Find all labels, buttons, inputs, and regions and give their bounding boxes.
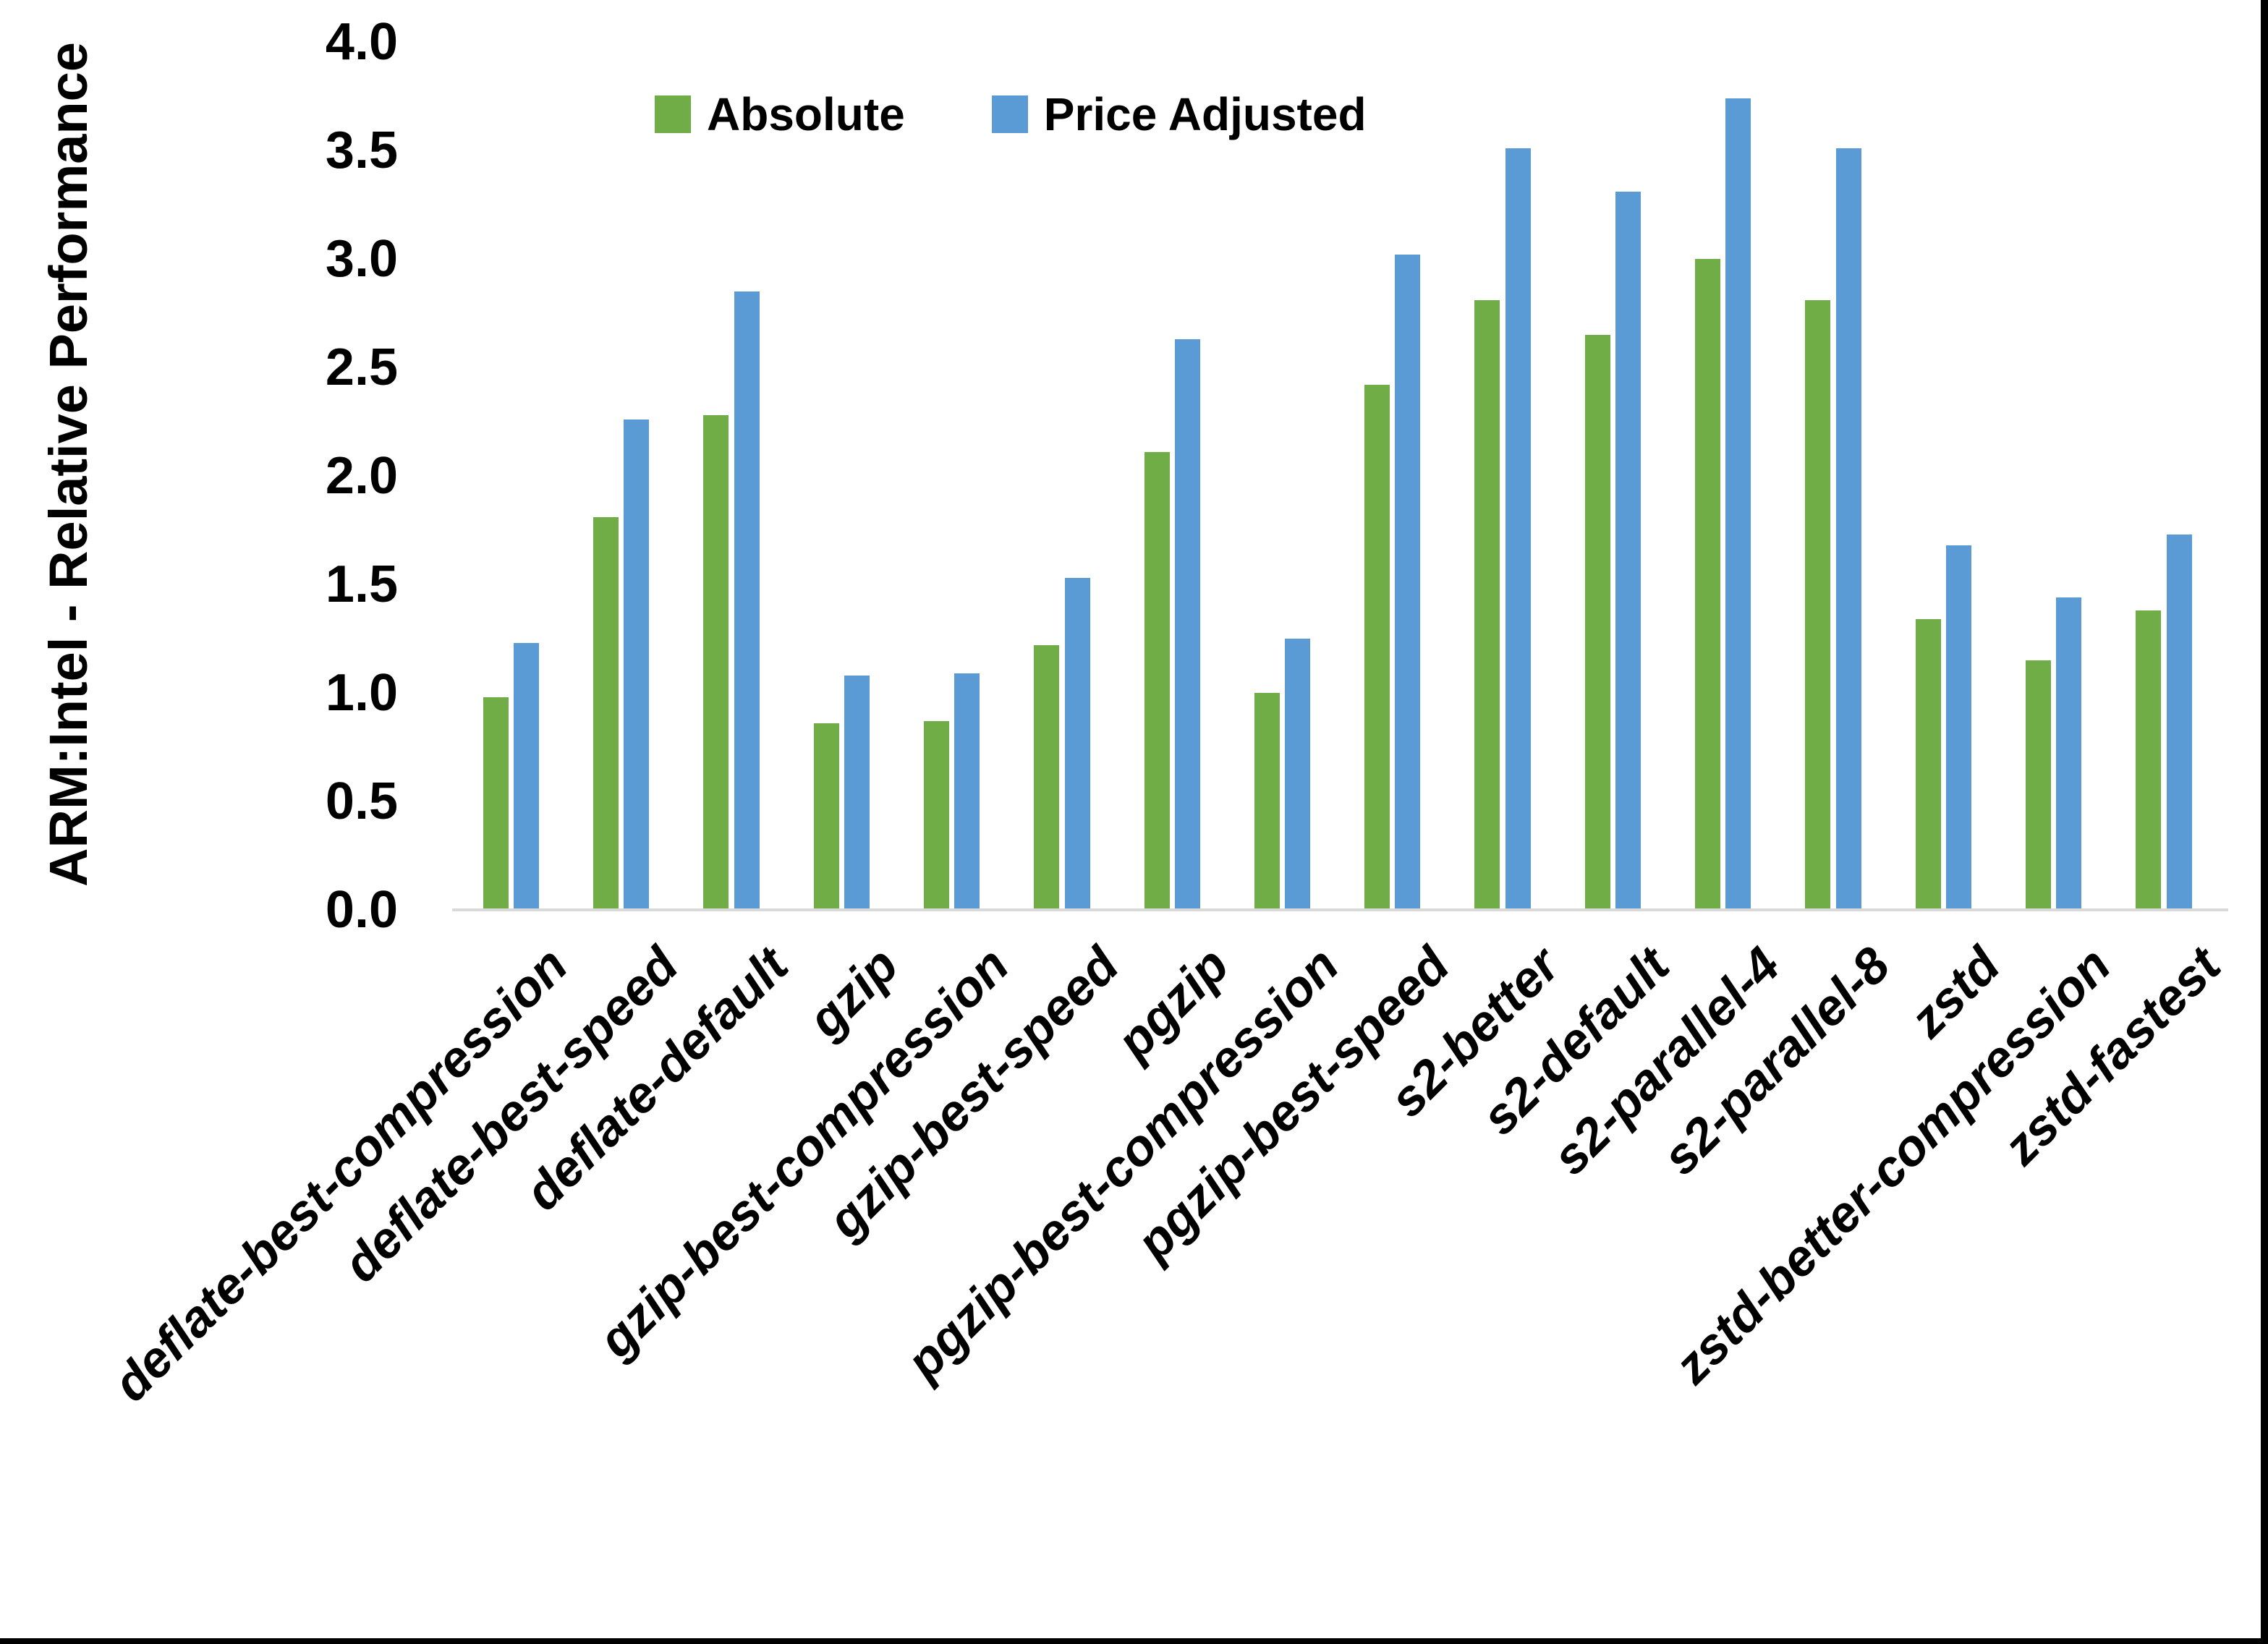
bar-absolute-zstd-fastest: [2136, 610, 2162, 910]
bar-absolute-zstd: [1915, 619, 1941, 910]
bar-price-adjusted-s2-parallel-8: [1835, 148, 1861, 910]
y-tick-label: 2.0: [325, 447, 398, 505]
x-axis-line: [452, 908, 2228, 911]
y-tick-label: 1.0: [325, 664, 398, 722]
bar-absolute-deflate-best-compression: [483, 697, 509, 910]
y-axis-title: ARM:Intel - Relative Performance: [38, 42, 98, 887]
bar-absolute-pgzip: [1144, 452, 1170, 910]
bar-price-adjusted-gzip: [844, 676, 870, 910]
legend-item-price-adjusted: Price Adjusted: [991, 88, 1367, 140]
y-tick-label: 3.5: [325, 122, 398, 179]
bar-absolute-s2-parallel-4: [1695, 259, 1720, 910]
bar-price-adjusted-deflate-best-compression: [514, 643, 539, 910]
legend-label-price-adjusted: Price Adjusted: [1043, 88, 1367, 140]
bar-price-adjusted-deflate-default: [734, 291, 760, 910]
page-edge-bottom: [0, 1638, 2268, 1644]
bar-absolute-gzip-best-compression: [923, 721, 949, 910]
page-edge-right: [2261, 0, 2268, 1644]
bar-price-adjusted-s2-default: [1615, 192, 1641, 910]
bar-price-adjusted-pgzip-best-speed: [1395, 255, 1421, 910]
bar-absolute-gzip-best-speed: [1034, 645, 1060, 910]
bar-price-adjusted-gzip-best-speed: [1064, 578, 1090, 910]
bar-absolute-s2-better: [1474, 300, 1500, 910]
bar-absolute-pgzip-best-compression: [1254, 693, 1280, 910]
legend-item-absolute: Absolute: [655, 90, 905, 138]
bar-absolute-deflate-default: [703, 415, 729, 910]
bar-absolute-gzip: [813, 723, 839, 910]
bar-price-adjusted-deflate-best-speed: [624, 419, 650, 910]
bar-absolute-pgzip-best-speed: [1364, 385, 1390, 910]
bar-price-adjusted-zstd-fastest: [2166, 534, 2192, 910]
y-tick-label: 4.0: [325, 13, 398, 71]
bar-price-adjusted-pgzip-best-compression: [1285, 639, 1311, 910]
bar-absolute-s2-default: [1584, 335, 1610, 910]
bar-price-adjusted-s2-better: [1505, 148, 1531, 910]
bar-price-adjusted-gzip-best-compression: [954, 673, 980, 910]
y-tick-label: 0.0: [325, 881, 398, 939]
bar-price-adjusted-pgzip: [1174, 339, 1200, 910]
bar-price-adjusted-zstd-better-compression: [2056, 597, 2082, 910]
y-tick-label: 0.5: [325, 772, 398, 830]
y-tick-label: 3.0: [325, 230, 398, 288]
legend-swatch-price-adjusted: [991, 95, 1028, 133]
y-tick-label: 2.5: [325, 338, 398, 396]
bar-price-adjusted-s2-parallel-4: [1725, 98, 1751, 910]
legend-label-absolute: Absolute: [707, 88, 905, 140]
bar-absolute-zstd-better-compression: [2025, 660, 2051, 910]
legend-swatch-absolute: [655, 95, 691, 133]
y-tick-label: 1.5: [325, 555, 398, 613]
legend: Absolute Price Adjusted: [655, 90, 1367, 138]
bar-absolute-deflate-best-speed: [593, 517, 619, 910]
bar-price-adjusted-zstd: [1945, 545, 1971, 910]
bar-absolute-s2-parallel-8: [1805, 300, 1831, 910]
